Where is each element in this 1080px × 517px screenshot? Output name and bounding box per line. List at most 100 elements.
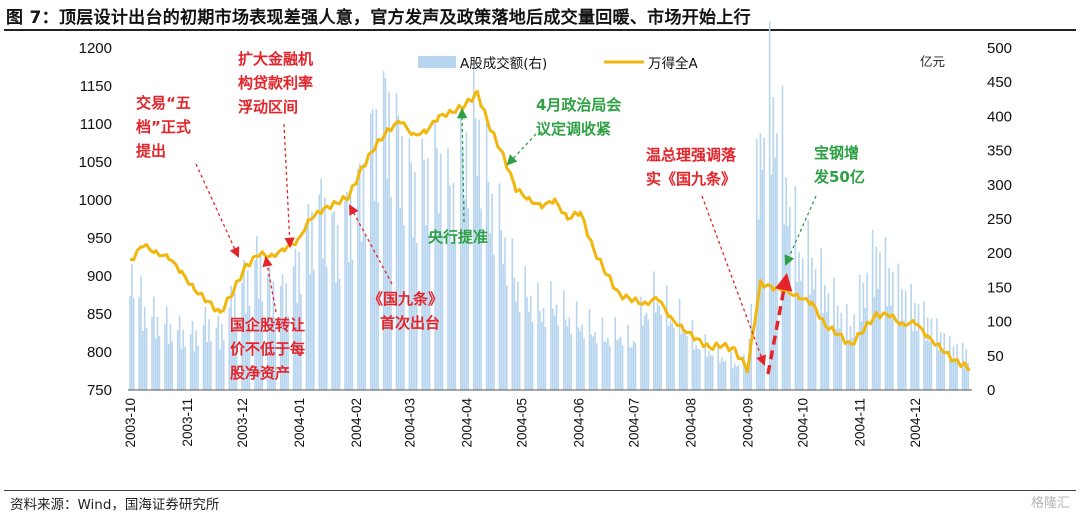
volume-bar: [743, 354, 745, 390]
volume-bar: [607, 337, 609, 390]
annotation-guojiutiao-first-line1: 《国九条》: [368, 290, 443, 308]
volume-bar: [320, 178, 322, 390]
right-tick-label: 200: [987, 245, 1012, 262]
left-axis-ticks: 750 800 850 900 950 1000 1050 1100 1150 1200: [79, 40, 112, 399]
volume-bar: [154, 338, 157, 390]
volume-bar: [325, 266, 328, 390]
volume-bar: [621, 345, 624, 390]
volume-bar: [695, 344, 697, 390]
volume-bar: [789, 206, 791, 390]
volume-bar: [592, 336, 594, 390]
x-tick-label: 2004-08: [684, 398, 699, 448]
volume-bar: [268, 261, 271, 390]
volume-bar: [346, 191, 348, 390]
volume-bar: [506, 285, 508, 390]
volume-bar: [529, 296, 532, 390]
volume-bar: [197, 345, 199, 390]
volume-bar: [645, 312, 648, 390]
left-tick-label: 900: [87, 268, 112, 285]
right-tick-label: 350: [987, 143, 1012, 160]
annotation-politburo-line1: 4月政治局会: [536, 96, 621, 114]
right-tick-label: 500: [987, 40, 1012, 57]
volume-bar: [875, 246, 878, 390]
x-tick-label: 2003-12: [235, 398, 250, 448]
volume-bar: [557, 325, 560, 390]
left-tick-label: 950: [87, 230, 112, 247]
volume-bar: [476, 175, 479, 390]
volume-bar: [322, 258, 324, 390]
svg-text:交易“五 档”正式 提出: 交易“五 档”正式 提出: [136, 94, 196, 160]
volume-bar: [324, 197, 326, 390]
volume-bar: [892, 271, 894, 390]
volume-bar: [189, 334, 192, 390]
volume-bar: [210, 341, 212, 390]
volume-bar: [873, 296, 876, 390]
x-tick-label: 2004-12: [908, 398, 923, 448]
x-tick-label: 2004-07: [627, 398, 642, 448]
volume-bar: [653, 271, 655, 390]
volume-bar: [272, 281, 275, 390]
volume-bar: [794, 185, 797, 390]
volume-bar: [305, 224, 308, 390]
index-line: [129, 89, 971, 374]
volume-bar: [171, 341, 174, 390]
volume-bar: [450, 242, 453, 390]
volume-bar: [711, 355, 714, 390]
volume-bar: [467, 208, 470, 390]
right-tick-label: 300: [987, 177, 1012, 194]
volume-bar: [441, 233, 444, 390]
volume-bar: [721, 357, 723, 390]
volume-bar: [619, 336, 622, 390]
volume-bar: [397, 115, 400, 390]
volume-bar: [489, 232, 492, 390]
annotation-politburo-line2: 议定调收紧: [536, 120, 611, 138]
volume-bar: [890, 305, 892, 390]
volume-bar: [888, 267, 890, 390]
volume-bar: [853, 314, 856, 390]
volume-bar: [202, 324, 205, 390]
svg-text:温总理强调落 实《国九条》: 温总理强调落 实《国九条》: [646, 146, 741, 188]
volume-bar: [259, 255, 262, 390]
legend: A股成交额(右) 万得全A: [418, 55, 698, 72]
right-tick-label: 0: [987, 382, 995, 399]
volume-bar: [814, 269, 817, 390]
volume-bar: [335, 282, 337, 390]
volume-bar: [478, 119, 481, 390]
volume-bar: [164, 323, 166, 390]
annotation-baosteel: 宝钢增 发50亿: [784, 144, 865, 266]
volume-bar: [426, 158, 429, 390]
annotation-five-tiers-line2: 档”正式: [136, 118, 191, 136]
annotation-loan-rate-arrow: [283, 123, 295, 249]
volume-bar: [215, 327, 218, 390]
volume-bar: [285, 283, 288, 390]
volume-bar: [770, 174, 773, 390]
volume-bar: [472, 69, 475, 391]
volume-bar: [566, 326, 569, 390]
volume-bar: [601, 317, 604, 390]
volume-bar: [421, 138, 424, 390]
volume-bar: [704, 334, 707, 390]
volume-bar: [851, 338, 854, 390]
volume-bar: [191, 320, 194, 390]
volume-bar: [452, 182, 455, 390]
volume-bar: [193, 351, 196, 390]
volume-bar: [684, 331, 686, 390]
volume-bar: [243, 259, 245, 390]
volume-bar: [783, 224, 786, 390]
volume-bar: [132, 298, 135, 390]
volume-bar: [388, 91, 390, 390]
volume-bar: [338, 278, 341, 390]
volume-bar: [877, 288, 879, 390]
volume-bar: [678, 298, 681, 390]
volume-bar: [257, 298, 260, 390]
annotation-loan-rate: 扩大金融机 构贷款利率 浮动区间: [238, 50, 313, 249]
volume-bar: [654, 312, 657, 390]
volume-bar: [710, 355, 712, 390]
volume-bar: [142, 330, 144, 390]
volume-bar: [219, 349, 221, 390]
volume-bar: [540, 322, 543, 390]
left-tick-label: 1100: [80, 116, 112, 133]
watermark-logo: 格隆汇: [1030, 496, 1070, 511]
volume-bar: [415, 242, 418, 390]
volume-bar: [362, 162, 365, 390]
